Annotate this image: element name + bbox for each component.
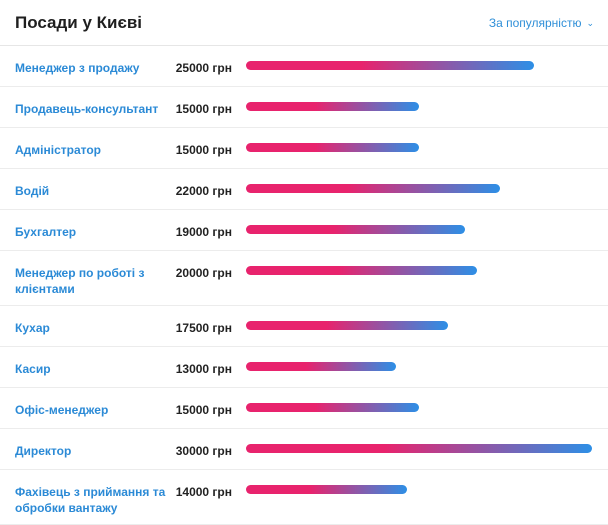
position-link[interactable]: Продавець-консультант — [15, 102, 159, 116]
position-link[interactable]: Менеджер з продажу — [15, 61, 140, 75]
positions-list: Менеджер з продажу 25000 грн Продавець-кон… — [0, 46, 608, 525]
salary-bar-track — [246, 61, 592, 70]
list-item: Кухар 17500 грн — [0, 306, 608, 347]
salary-value: 22000 грн — [175, 184, 232, 198]
salary-value: 15000 грн — [175, 403, 232, 417]
salary-bar — [246, 61, 534, 70]
salary-value: 17500 грн — [175, 321, 232, 335]
list-item: Продавець-консультант 15000 грн — [0, 87, 608, 128]
position-link[interactable]: Касир — [15, 362, 51, 376]
position-link[interactable]: Директор — [15, 444, 72, 458]
list-item: Водій 22000 грн — [0, 169, 608, 210]
salary-value: 15000 грн — [175, 143, 232, 157]
salary-value: 30000 грн — [175, 444, 232, 458]
list-item: Директор 30000 грн — [0, 429, 608, 470]
list-item: Менеджер по роботі з клієнтами 20000 грн — [0, 251, 608, 306]
salary-value: 25000 грн — [175, 61, 232, 75]
position-link[interactable]: Кухар — [15, 321, 50, 335]
salary-bar-track — [246, 321, 592, 330]
salary-bar-track — [246, 143, 592, 152]
salary-bar — [246, 403, 419, 412]
header: Посади у Києві За популярністю ⌄ — [0, 0, 608, 46]
salary-bar-track — [246, 444, 592, 453]
salary-bar-track — [246, 485, 592, 494]
sort-dropdown[interactable]: За популярністю ⌄ — [489, 16, 594, 30]
list-item: Адміністратор 15000 грн — [0, 128, 608, 169]
salary-bar — [246, 362, 396, 371]
salary-bar — [246, 102, 419, 111]
salary-value: 19000 грн — [175, 225, 232, 239]
list-item: Офіс-менеджер 15000 грн — [0, 388, 608, 429]
salary-value: 20000 грн — [175, 266, 232, 280]
salary-bar — [246, 225, 465, 234]
page-title: Посади у Києві — [15, 12, 143, 32]
position-link[interactable]: Фахівець з приймання та обробки вантажу — [15, 485, 166, 515]
position-link[interactable]: Бухгалтер — [15, 225, 77, 239]
position-link[interactable]: Офіс-менеджер — [15, 403, 109, 417]
salary-bar — [246, 321, 448, 330]
salary-bar-track — [246, 403, 592, 412]
salary-bar-track — [246, 266, 592, 275]
sort-label: За популярністю — [488, 15, 582, 30]
position-link[interactable]: Менеджер по роботі з клієнтами — [15, 266, 145, 296]
list-item: Фахівець з приймання та обробки вантажу 1… — [0, 470, 608, 525]
salary-value: 13000 грн — [175, 362, 232, 376]
salary-bar — [246, 266, 477, 275]
salary-bar — [246, 444, 592, 453]
chevron-down-icon: ⌄ — [586, 18, 594, 28]
salary-bar — [246, 184, 500, 193]
position-link[interactable]: Водій — [15, 184, 50, 198]
salary-bar-track — [246, 225, 592, 234]
list-item: Касир 13000 грн — [0, 347, 608, 388]
salary-bar-track — [246, 184, 592, 193]
salary-bar-track — [246, 102, 592, 111]
list-item: Бухгалтер 19000 грн — [0, 210, 608, 251]
position-link[interactable]: Адміністратор — [15, 143, 102, 157]
list-item: Менеджер з продажу 25000 грн — [0, 46, 608, 87]
salary-bar-track — [246, 362, 592, 371]
salary-value: 15000 грн — [175, 102, 232, 116]
salary-bar — [246, 485, 407, 494]
salary-bar — [246, 143, 419, 152]
salary-value: 14000 грн — [175, 485, 232, 499]
